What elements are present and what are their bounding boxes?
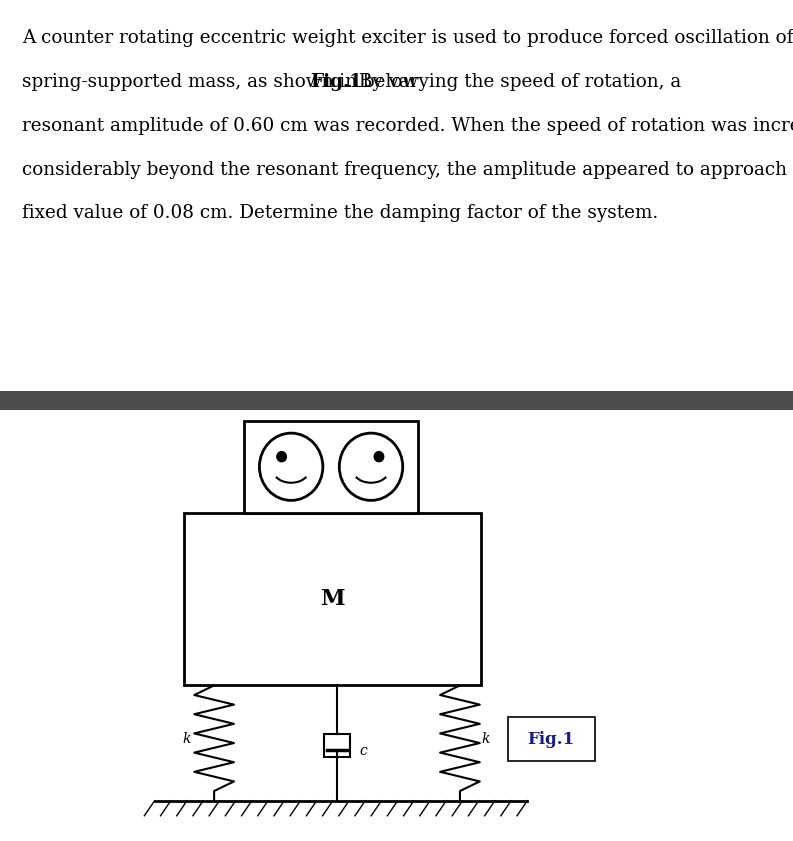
Text: Fig.1: Fig.1 [310,73,362,91]
Bar [0,391,793,410]
Text: M: M [320,588,345,611]
Text: . By varying the speed of rotation, a: . By varying the speed of rotation, a [347,73,681,91]
Circle shape [374,452,384,462]
Text: k: k [481,732,489,746]
Text: c: c [359,744,367,759]
Text: resonant amplitude of 0.60 cm was recorded. When the speed of rotation was incre: resonant amplitude of 0.60 cm was record… [22,117,793,135]
Bar [508,717,595,761]
Bar [324,733,350,757]
Bar [184,513,481,685]
Circle shape [339,433,403,500]
Text: spring-supported mass, as shown in below: spring-supported mass, as shown in below [22,73,424,91]
Text: Fig.1: Fig.1 [527,731,575,748]
Circle shape [259,433,323,500]
Text: k: k [182,732,190,746]
Text: fixed value of 0.08 cm. Determine the damping factor of the system.: fixed value of 0.08 cm. Determine the da… [22,204,658,222]
Bar [244,420,418,513]
Text: A counter rotating eccentric weight exciter is used to produce forced oscillatio: A counter rotating eccentric weight exci… [22,29,793,47]
Circle shape [277,452,286,462]
Text: considerably beyond the resonant frequency, the amplitude appeared to approach a: considerably beyond the resonant frequen… [22,161,793,178]
